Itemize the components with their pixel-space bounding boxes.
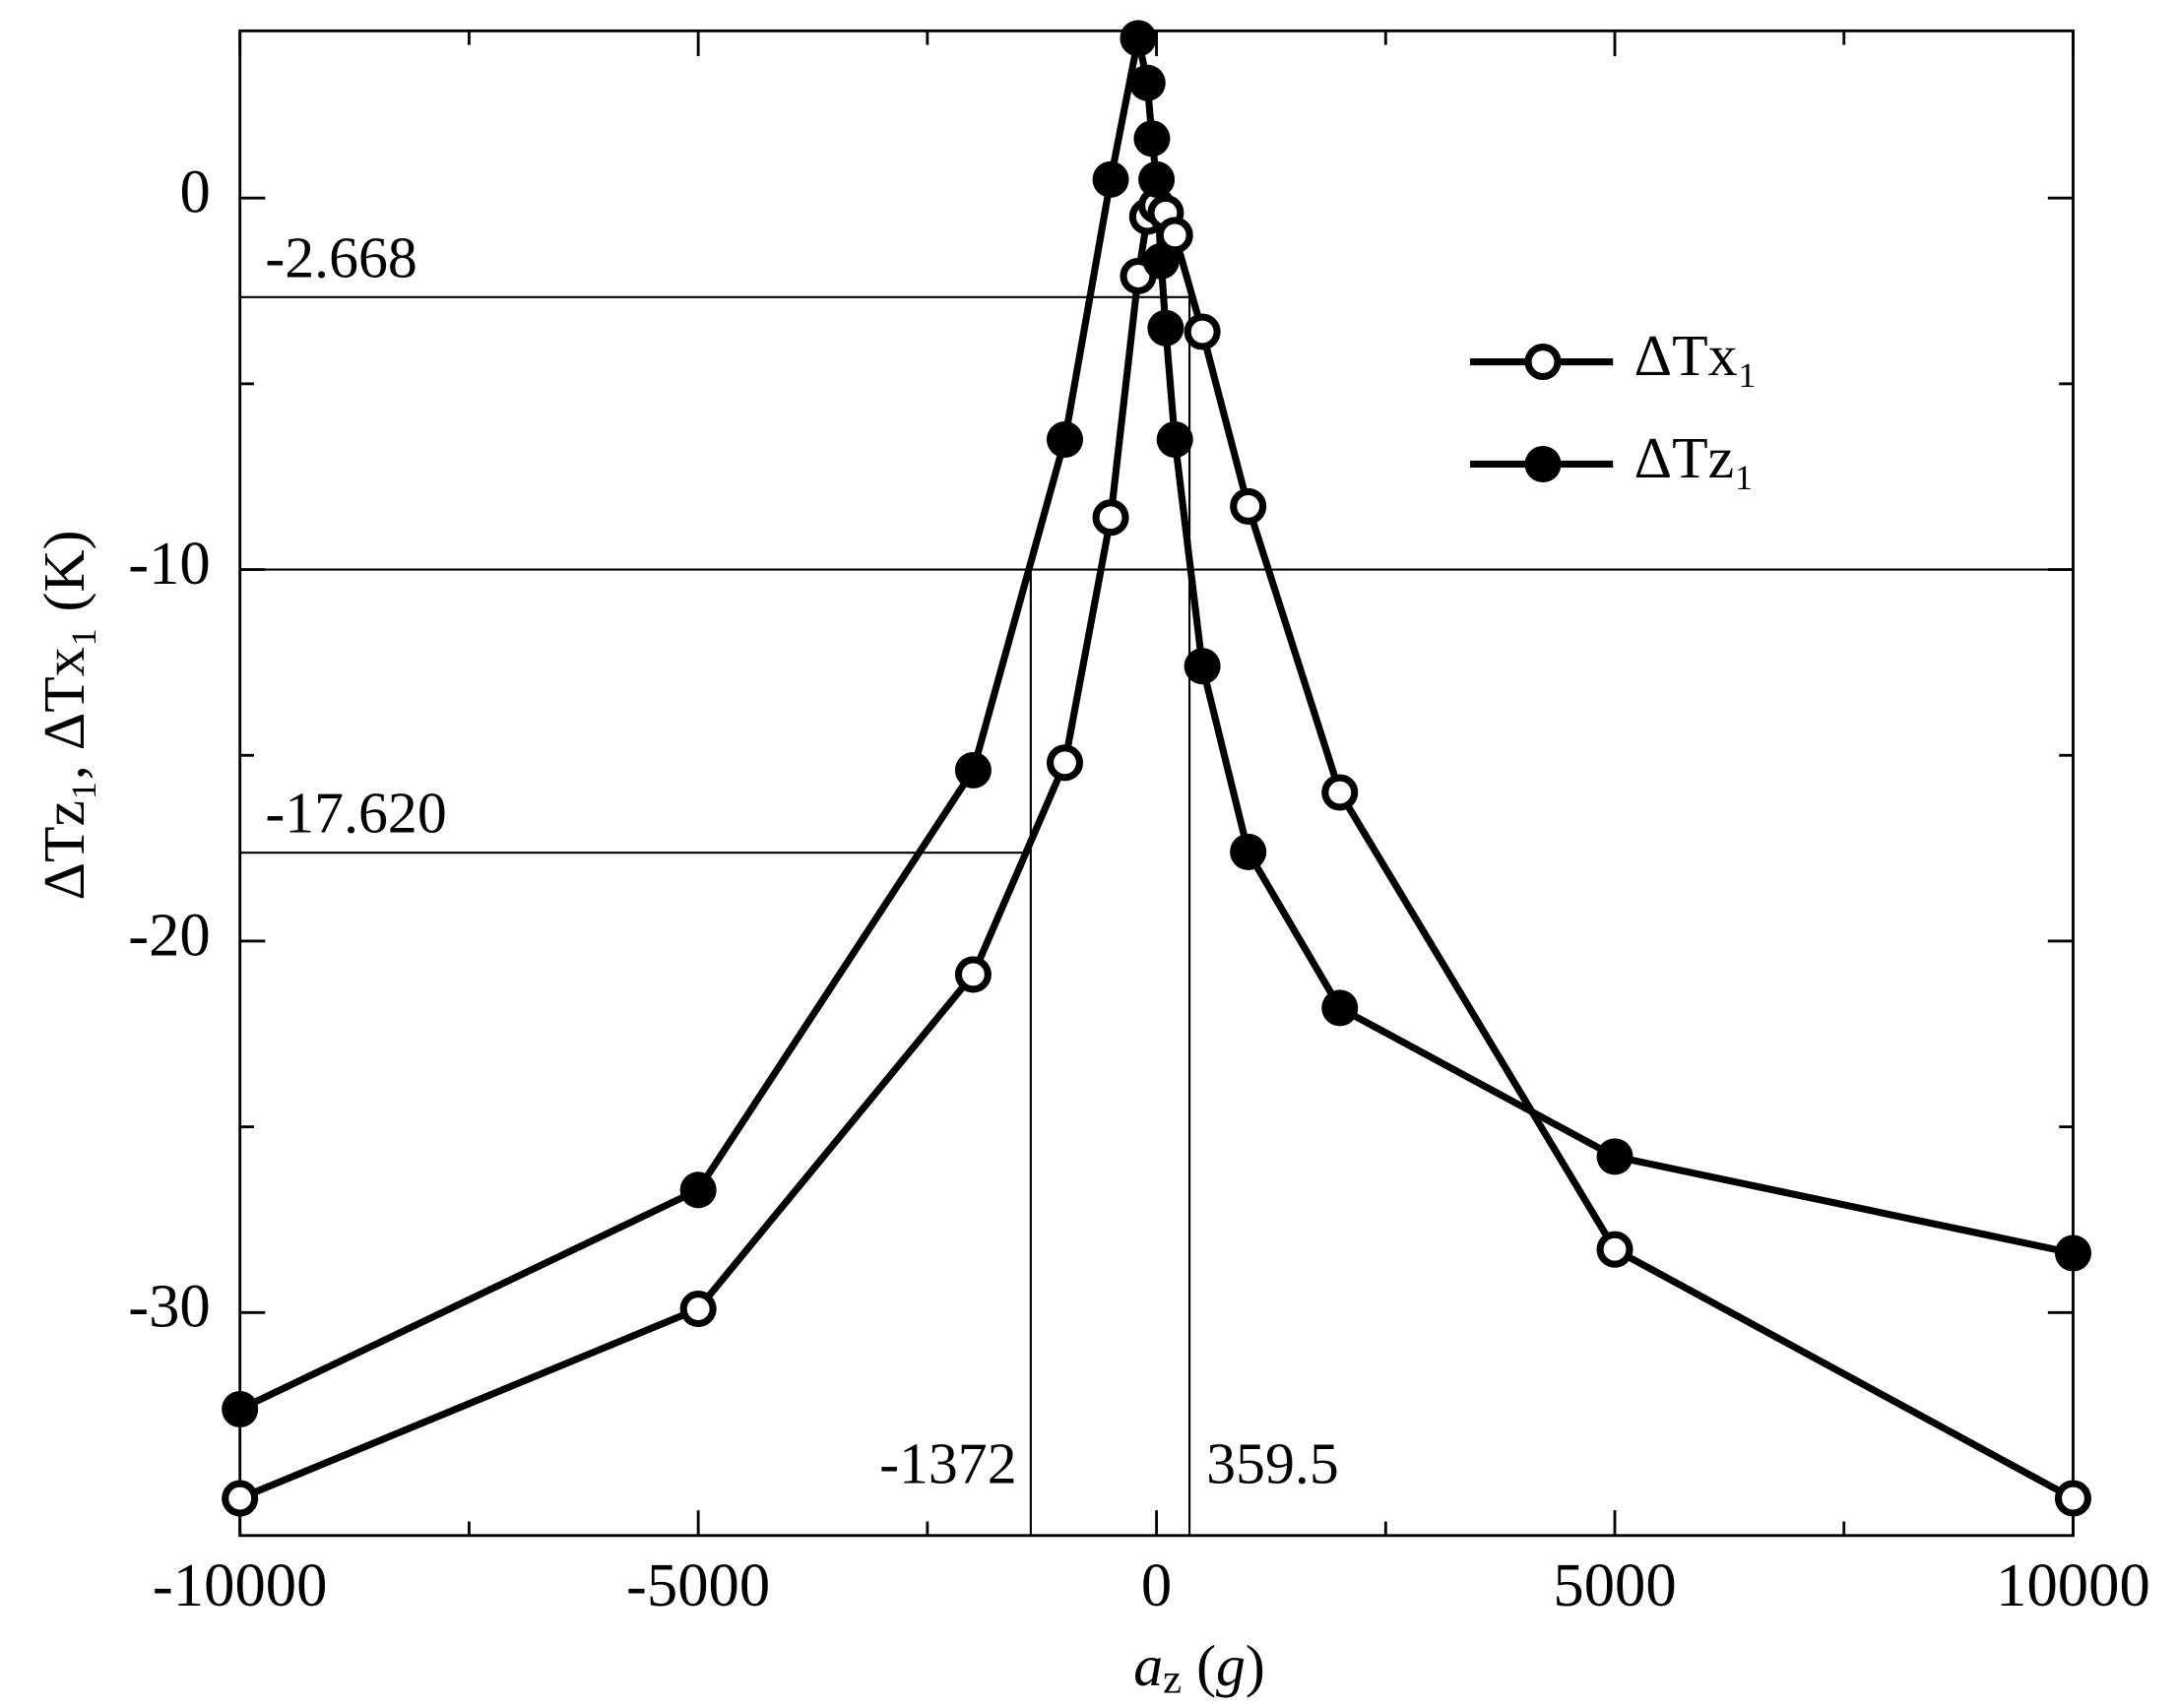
data-point [1321, 774, 1359, 811]
x-label-part: z [1163, 1656, 1182, 1702]
data-point [954, 751, 992, 789]
x-label-part: a [1133, 1633, 1163, 1698]
ref-label: -2.668 [265, 224, 417, 289]
x-tick-label: 0 [1141, 1550, 1172, 1619]
ref-label: -17.620 [265, 781, 446, 846]
legend-label: ΔTz₁ [1634, 425, 1755, 490]
legend-marker [1524, 343, 1562, 381]
data-point [954, 956, 992, 993]
data-point [1596, 1138, 1633, 1175]
data-point [1128, 64, 1166, 101]
data-point [222, 1480, 259, 1517]
data-point [1046, 744, 1084, 782]
data-point [2054, 1234, 2091, 1272]
x-tick-label: 5000 [1553, 1550, 1676, 1619]
x-label-part: g [1216, 1633, 1246, 1698]
x-tick-label: -10000 [153, 1550, 328, 1619]
x-label-part: ) [1246, 1633, 1265, 1698]
data-point [1596, 1231, 1633, 1268]
data-point [1184, 313, 1221, 350]
data-point [1156, 420, 1193, 458]
data-point [1147, 309, 1185, 347]
data-point [2054, 1480, 2091, 1517]
data-point [1046, 420, 1084, 458]
data-point [1120, 20, 1157, 57]
x-label-part: ( [1182, 1633, 1216, 1698]
x-tick-label: -5000 [626, 1550, 770, 1619]
y-tick-label: -20 [128, 900, 211, 969]
y-tick-label: -10 [128, 529, 211, 598]
data-point [222, 1390, 259, 1427]
legend-label: ΔTx₁ [1634, 323, 1759, 388]
x-axis-label: az (g) [1133, 1633, 1265, 1702]
data-point [1184, 648, 1221, 685]
ref-label: 359.5 [1206, 1431, 1339, 1496]
y-axis-label: ΔTz₁, ΔTx₁ (K) [32, 530, 96, 900]
data-point [1230, 487, 1267, 525]
legend-marker [1524, 445, 1562, 483]
y-tick-label: -30 [128, 1272, 211, 1341]
data-point [1133, 120, 1171, 158]
data-point [1092, 499, 1129, 537]
ref-label: -1372 [879, 1431, 1017, 1496]
data-point [679, 1171, 717, 1209]
data-point [1138, 160, 1176, 198]
y-tick-label: 0 [179, 158, 210, 226]
data-point [1142, 242, 1180, 280]
data-point [1230, 833, 1267, 870]
data-point [679, 1291, 717, 1328]
data-point [1092, 160, 1129, 198]
data-point [1321, 989, 1359, 1027]
x-tick-label: 10000 [1996, 1550, 2150, 1619]
